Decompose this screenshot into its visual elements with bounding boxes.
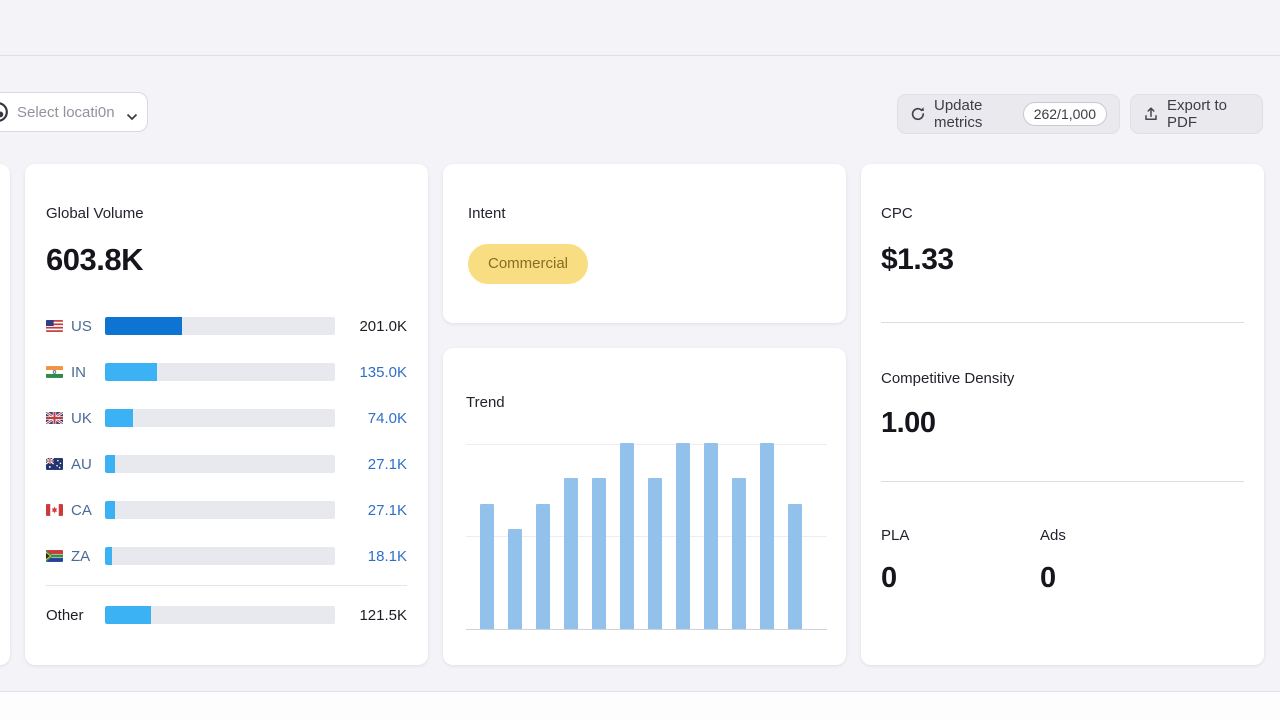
pla-value: 0 <box>881 562 898 594</box>
other-volume-row: Other 121.5K <box>46 592 407 638</box>
trend-bar <box>508 529 522 629</box>
volume-bar-track <box>105 455 335 473</box>
global-volume-value: 603.8K <box>46 242 143 277</box>
ads-column: Ads 0 <box>1040 526 1199 598</box>
flag-us-icon <box>46 320 63 332</box>
country-volume-link[interactable]: 135.0K <box>359 363 407 381</box>
pla-title: PLA <box>881 527 910 544</box>
gridline <box>466 444 827 445</box>
country-code-link[interactable]: AU <box>71 455 92 473</box>
trend-bar <box>676 443 690 629</box>
country-volume-list: US 201.0K IN 135.0K UK 74.0K <box>46 303 407 638</box>
trend-bar <box>732 478 746 629</box>
chevron-down-icon <box>126 108 138 121</box>
update-metrics-button[interactable]: Update metrics 262/1,000 <box>897 94 1120 134</box>
trend-card: Trend <box>443 348 846 665</box>
flag-in-icon <box>46 366 63 378</box>
country-code-link[interactable]: CA <box>71 501 92 519</box>
section-divider <box>881 322 1244 323</box>
ads-value: 0 <box>1040 562 1057 594</box>
country-volume-link[interactable]: 74.0K <box>367 409 407 427</box>
volume-bar-track <box>105 317 335 335</box>
cpc-title: CPC <box>881 205 913 222</box>
ads-title: Ads <box>1040 527 1066 544</box>
volume-bar-track <box>105 363 335 381</box>
intent-commercial-badge: Commercial <box>468 244 589 284</box>
volume-bar-fill <box>105 409 134 427</box>
country-volume-link[interactable]: 18.1K <box>367 547 407 565</box>
volume-bar-track <box>105 547 335 565</box>
country-volume-row-us: US 201.0K <box>46 303 407 349</box>
country-code-link[interactable]: US <box>71 317 92 335</box>
volume-bar-track <box>105 606 335 624</box>
global-volume-title: Global Volume <box>46 205 144 222</box>
trend-bar <box>564 478 578 629</box>
volume-bar-fill <box>105 455 116 473</box>
country-code-link[interactable]: IN <box>71 363 86 381</box>
country-volume-row-uk: UK 74.0K <box>46 395 407 441</box>
volume-bar-track <box>105 501 335 519</box>
trend-title: Trend <box>466 394 505 411</box>
pla-column: PLA 0 <box>881 526 1040 598</box>
country-volume-row-ca: CA 27.1K <box>46 487 407 533</box>
cpc-metrics-card: CPC $1.33 Competitive Density 1.00 PLA 0… <box>861 164 1264 665</box>
competitive-density-value: 1.00 <box>881 407 936 439</box>
previous-card-edge <box>0 164 10 665</box>
pla-ads-section: PLA 0 Ads 0 <box>881 526 1244 598</box>
volume-bar-fill <box>105 547 112 565</box>
volume-bar-fill <box>105 501 116 519</box>
volume-bar-fill <box>105 363 157 381</box>
country-volume-row-in: IN 135.0K <box>46 349 407 395</box>
intent-title: Intent <box>468 205 506 222</box>
country-volume-link[interactable]: 27.1K <box>367 501 407 519</box>
section-divider <box>881 481 1244 482</box>
bottom-divider <box>0 691 1280 692</box>
global-volume-card: Global Volume 603.8K US 201.0K IN 135.0K <box>25 164 428 665</box>
cpc-value: $1.33 <box>881 243 954 276</box>
refresh-icon <box>910 106 926 122</box>
metrics-counter-badge: 262/1,000 <box>1022 102 1107 126</box>
export-to-pdf-label: Export to PDF <box>1167 97 1228 131</box>
other-row-divider <box>46 585 407 586</box>
country-code-link[interactable]: ZA <box>71 547 91 565</box>
trend-chart <box>466 443 827 630</box>
flag-uk-icon <box>46 412 63 424</box>
trend-bar <box>592 478 606 629</box>
trend-bar <box>788 504 802 629</box>
country-volume-row-au: AU 27.1K <box>46 441 407 487</box>
export-up-icon <box>1143 106 1159 122</box>
volume-bar-fill <box>105 317 182 335</box>
trend-bar <box>620 443 634 629</box>
trend-bar <box>480 504 494 629</box>
bottom-strip <box>0 692 1280 720</box>
other-volume-value: 121.5K <box>359 606 407 624</box>
country-code-link[interactable]: UK <box>71 409 92 427</box>
country-volume-value: 201.0K <box>359 317 407 335</box>
flag-za-icon <box>46 550 63 562</box>
volume-bar-track <box>105 409 335 427</box>
competitive-density-title: Competitive Density <box>881 370 1015 387</box>
location-selector-button[interactable]: Select locati0n <box>0 92 148 132</box>
top-divider <box>0 55 1280 56</box>
trend-bar <box>648 478 662 629</box>
volume-bar-fill <box>105 606 152 624</box>
location-selector-label: Select locati0n <box>17 103 115 121</box>
gridline <box>466 536 827 537</box>
country-volume-link[interactable]: 27.1K <box>367 455 407 473</box>
flag-au-icon <box>46 458 63 470</box>
trend-bar <box>704 443 718 629</box>
update-metrics-label: Update metrics <box>934 97 983 131</box>
country-volume-row-za: ZA 18.1K <box>46 533 407 579</box>
location-globe-icon <box>0 101 9 123</box>
trend-bar <box>536 504 550 629</box>
intent-card: Intent Commercial <box>443 164 846 323</box>
flag-ca-icon <box>46 504 63 516</box>
export-to-pdf-button[interactable]: Export to PDF <box>1130 94 1263 134</box>
trend-bar <box>760 443 774 629</box>
other-label: Other <box>46 606 84 624</box>
